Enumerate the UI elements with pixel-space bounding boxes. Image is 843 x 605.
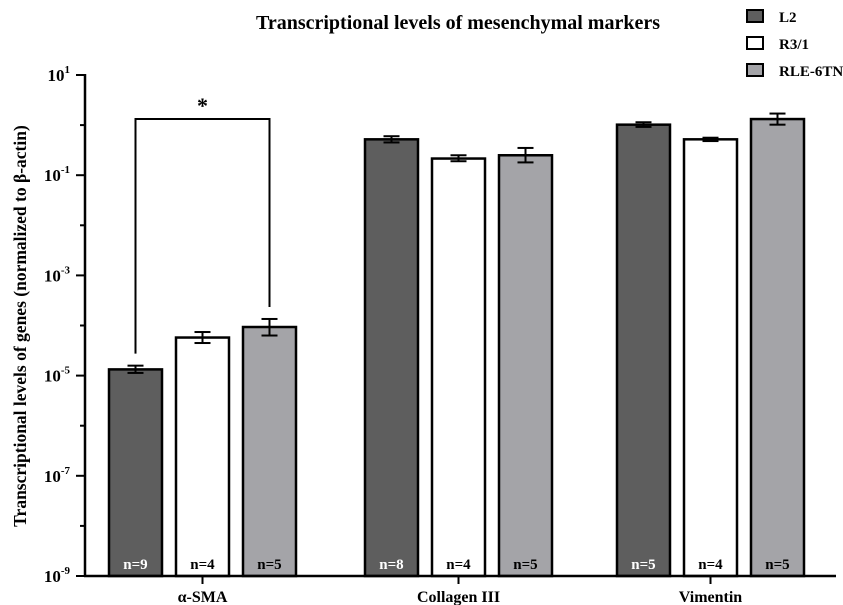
x-tick-label-vimentin: Vimentin (679, 589, 743, 605)
n-label-sma-rle-6tn: n=5 (257, 557, 281, 573)
significance-layer: * (134, 93, 271, 354)
significance-bracket (134, 118, 271, 354)
legend-label-r3-1: R3/1 (779, 37, 809, 53)
bars-layer (107, 117, 806, 578)
n-label-collagen-iii-r3-1: n=4 (446, 557, 471, 573)
n-label-vimentin-r3-1: n=4 (698, 557, 723, 573)
n-label-vimentin-rle-6tn: n=5 (765, 557, 789, 573)
y-axis-label: Transcriptional levels of genes (normali… (10, 125, 30, 527)
bar-collagen-iii-r3-1 (430, 157, 487, 578)
bar-sma-r3-1 (174, 336, 231, 578)
legend-label-rle-6tn: RLE-6TN (779, 64, 843, 80)
y-tick-label: 101 (48, 64, 71, 85)
n-label-sma-l2: n=9 (123, 557, 147, 573)
legend-swatch-l2 (746, 9, 764, 23)
y-tick-label: 10-3 (44, 264, 71, 285)
n-label-collagen-iii-rle-6tn: n=5 (513, 557, 537, 573)
bar-sma-rle-6tn (241, 325, 298, 578)
legend-swatch-r3-1 (746, 36, 764, 50)
bar-vimentin-r3-1 (682, 138, 739, 578)
n-label-collagen-iii-l2: n=8 (379, 557, 403, 573)
axes-layer: 101 10-1 10-3 10-5 10-7 10-9 α-SMA Collagen III… (44, 64, 836, 605)
y-tick-label: 10-1 (44, 164, 70, 185)
significance-label: * (197, 93, 208, 118)
n-labels-layer: n=9 n=8 n=5 n=4 n=4 n=4 n=5 n=5 n=5 (123, 557, 789, 573)
chart-title: Transcriptional levels of mesenchymal ma… (256, 12, 660, 34)
n-label-vimentin-l2: n=5 (631, 557, 655, 573)
x-tick-label-sma: α-SMA (178, 589, 228, 605)
legend-swatch-rle-6tn (746, 63, 764, 77)
bar-collagen-iii-l2 (363, 138, 420, 578)
n-label-sma-r3-1: n=4 (190, 557, 215, 573)
bar-sma-l2 (107, 368, 164, 578)
bar-vimentin-rle-6tn (749, 117, 806, 578)
y-tick-label: 10-9 (44, 565, 71, 586)
legend: L2 R3/1 RLE-6TN (746, 9, 843, 80)
x-tick-label-collagen-iii: Collagen III (417, 589, 500, 605)
bar-collagen-iii-rle-6tn (497, 154, 554, 578)
y-tick-label: 10-7 (44, 465, 71, 486)
legend-label-l2: L2 (779, 10, 797, 26)
bar-vimentin-l2 (615, 123, 672, 578)
y-tick-label: 10-5 (44, 365, 71, 386)
error-bars-layer (127, 112, 786, 374)
